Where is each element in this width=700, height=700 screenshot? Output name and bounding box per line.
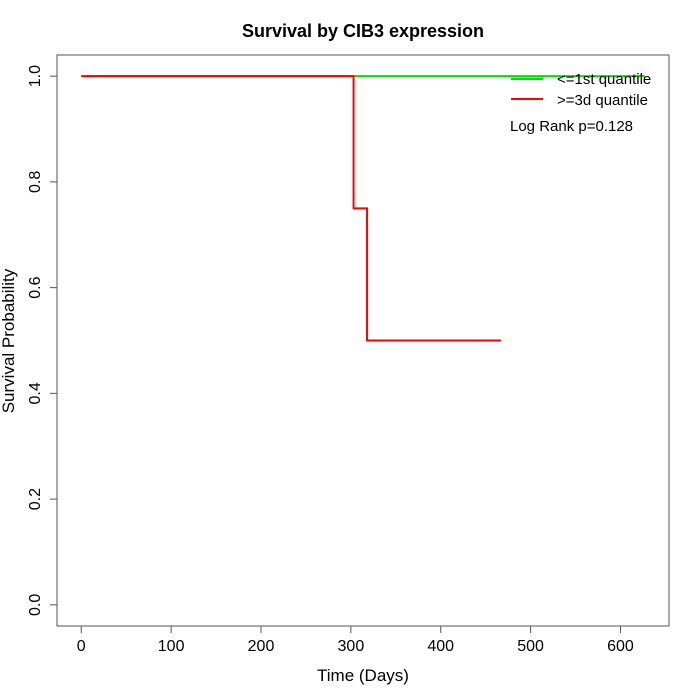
- y-tick-label: 0.4: [27, 382, 44, 404]
- y-tick-label: 0.8: [27, 171, 44, 193]
- log-rank-annotation: Log Rank p=0.128: [510, 118, 633, 135]
- y-tick-label: 0.0: [27, 594, 44, 616]
- x-axis: 0 100 200 300 400 500 600: [77, 626, 634, 655]
- survival-curve-1: [81, 75, 501, 342]
- y-tick-label: 1.0: [27, 65, 44, 87]
- y-tick-label: 0.6: [27, 276, 44, 298]
- x-tick-label: 400: [427, 638, 454, 655]
- x-tick-label: 600: [607, 638, 634, 655]
- y-axis: 0.0 0.2 0.4 0.6 0.8 1.0: [27, 65, 57, 616]
- survival-curves: [81, 75, 645, 342]
- x-tick-label: 300: [338, 638, 365, 655]
- plot-area-border: [56, 54, 670, 627]
- y-axis-title: Survival Probability: [0, 268, 18, 413]
- x-axis-title: Time (Days): [317, 666, 409, 685]
- x-tick-label: 500: [517, 638, 544, 655]
- chart-title: Survival by CIB3 expression: [242, 21, 484, 41]
- legend-label-low: <=1st quantile: [557, 71, 651, 88]
- legend: <=1st quantile >=3d quantile Log Rank p=…: [510, 71, 651, 135]
- x-tick-label: 100: [158, 638, 185, 655]
- x-tick-label: 0: [77, 638, 86, 655]
- legend-label-high: >=3d quantile: [557, 92, 648, 109]
- y-tick-label: 0.2: [27, 488, 44, 510]
- x-tick-label: 200: [248, 638, 275, 655]
